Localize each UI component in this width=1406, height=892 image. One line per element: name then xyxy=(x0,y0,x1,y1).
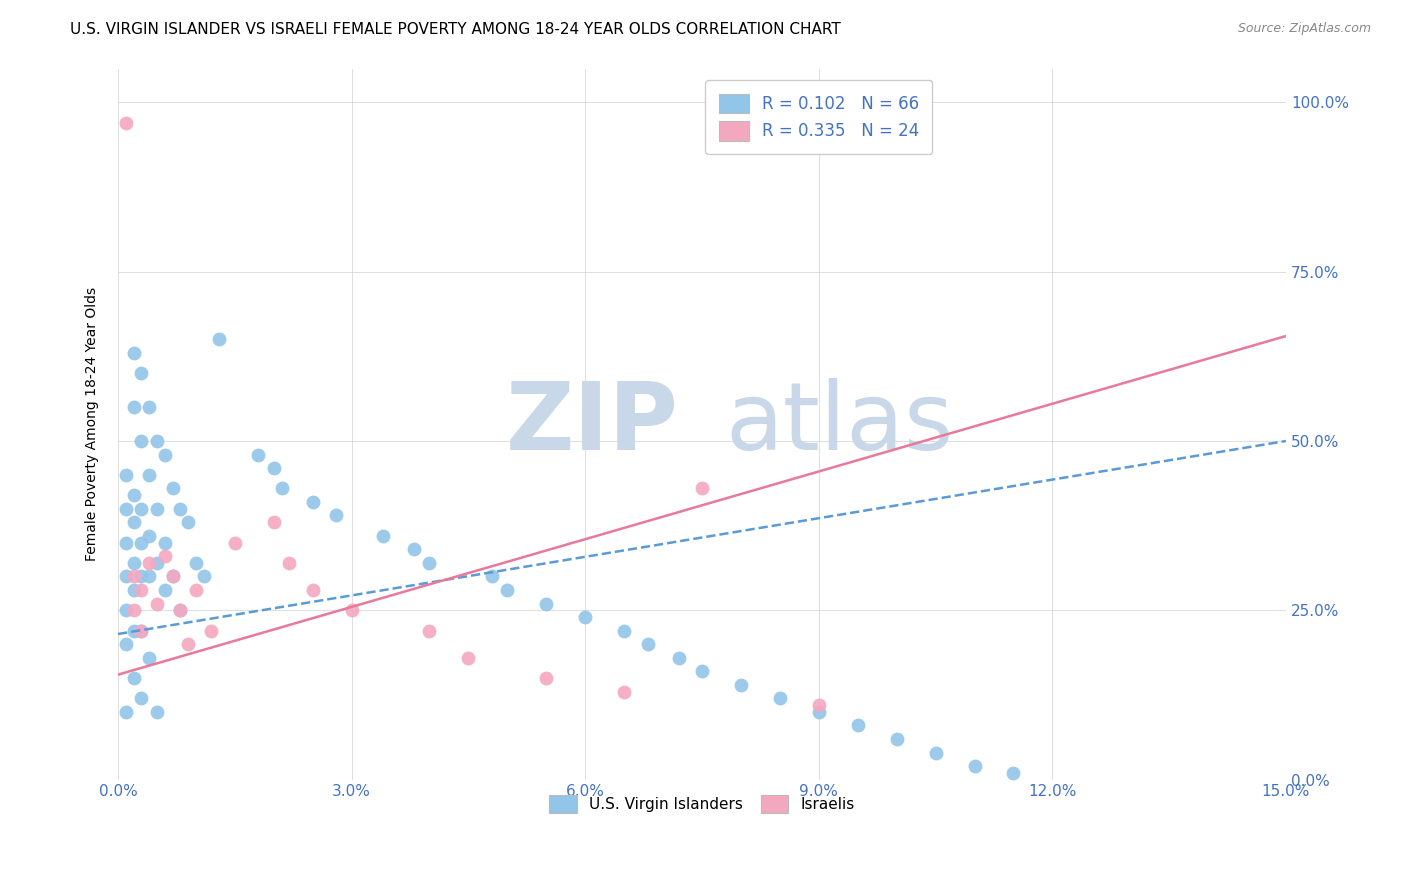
Point xyxy=(690,482,713,496)
Point xyxy=(574,610,596,624)
Point xyxy=(418,624,440,638)
Point xyxy=(481,569,503,583)
Y-axis label: Female Poverty Among 18-24 Year Olds: Female Poverty Among 18-24 Year Olds xyxy=(86,287,100,561)
Point xyxy=(131,582,153,597)
Point xyxy=(114,705,136,719)
Point xyxy=(769,691,792,706)
Point xyxy=(263,515,285,529)
Text: U.S. VIRGIN ISLANDER VS ISRAELI FEMALE POVERTY AMONG 18-24 YEAR OLDS CORRELATION: U.S. VIRGIN ISLANDER VS ISRAELI FEMALE P… xyxy=(70,22,841,37)
Text: atlas: atlas xyxy=(725,378,953,470)
Point xyxy=(146,705,169,719)
Point xyxy=(169,603,191,617)
Point xyxy=(138,467,160,482)
Point xyxy=(122,400,145,414)
Point xyxy=(1002,765,1025,780)
Point xyxy=(131,434,153,448)
Legend: U.S. Virgin Islanders, Israelis: U.S. Virgin Islanders, Israelis xyxy=(537,783,868,825)
Point xyxy=(122,515,145,529)
Point xyxy=(146,556,169,570)
Point xyxy=(153,549,176,563)
Point xyxy=(200,624,222,638)
Point xyxy=(122,569,145,583)
Point xyxy=(138,556,160,570)
Point xyxy=(122,582,145,597)
Point xyxy=(924,746,946,760)
Point xyxy=(122,556,145,570)
Point xyxy=(138,650,160,665)
Point xyxy=(169,501,191,516)
Point xyxy=(963,759,986,773)
Point xyxy=(146,434,169,448)
Text: Source: ZipAtlas.com: Source: ZipAtlas.com xyxy=(1237,22,1371,36)
Point xyxy=(177,637,200,651)
Point xyxy=(184,556,207,570)
Point xyxy=(193,569,215,583)
Point xyxy=(131,624,153,638)
Point xyxy=(301,495,323,509)
Point xyxy=(208,333,231,347)
Point xyxy=(153,535,176,549)
Point xyxy=(278,556,301,570)
Point xyxy=(690,665,713,679)
Point xyxy=(613,624,636,638)
Point xyxy=(131,624,153,638)
Point xyxy=(162,569,184,583)
Point xyxy=(177,515,200,529)
Point xyxy=(263,461,285,475)
Point xyxy=(807,698,830,712)
Point xyxy=(536,597,558,611)
Point xyxy=(114,569,136,583)
Point xyxy=(131,366,153,380)
Point xyxy=(122,346,145,360)
Point xyxy=(114,535,136,549)
Point xyxy=(224,535,246,549)
Point xyxy=(162,569,184,583)
Point xyxy=(807,705,830,719)
Point xyxy=(668,650,690,665)
Point xyxy=(184,582,207,597)
Point xyxy=(613,684,636,698)
Point xyxy=(402,542,425,557)
Point xyxy=(138,529,160,543)
Point xyxy=(162,482,184,496)
Point xyxy=(114,467,136,482)
Point xyxy=(114,603,136,617)
Text: ZIP: ZIP xyxy=(506,378,679,470)
Point xyxy=(146,597,169,611)
Point xyxy=(886,731,908,746)
Point xyxy=(153,448,176,462)
Point xyxy=(122,603,145,617)
Point xyxy=(340,603,363,617)
Point xyxy=(270,482,292,496)
Point xyxy=(138,569,160,583)
Point xyxy=(169,603,191,617)
Point xyxy=(457,650,479,665)
Point xyxy=(131,501,153,516)
Point xyxy=(536,671,558,685)
Point xyxy=(114,501,136,516)
Point xyxy=(131,535,153,549)
Point xyxy=(122,671,145,685)
Point xyxy=(301,582,323,597)
Point xyxy=(153,582,176,597)
Point xyxy=(146,501,169,516)
Point xyxy=(114,637,136,651)
Point xyxy=(114,116,136,130)
Point xyxy=(496,582,519,597)
Point xyxy=(730,678,752,692)
Point xyxy=(122,488,145,502)
Point xyxy=(138,400,160,414)
Point xyxy=(418,556,440,570)
Point xyxy=(371,529,394,543)
Point xyxy=(325,508,347,523)
Point xyxy=(122,624,145,638)
Point xyxy=(131,569,153,583)
Point xyxy=(846,718,869,732)
Point xyxy=(131,691,153,706)
Point xyxy=(247,448,270,462)
Point xyxy=(637,637,659,651)
